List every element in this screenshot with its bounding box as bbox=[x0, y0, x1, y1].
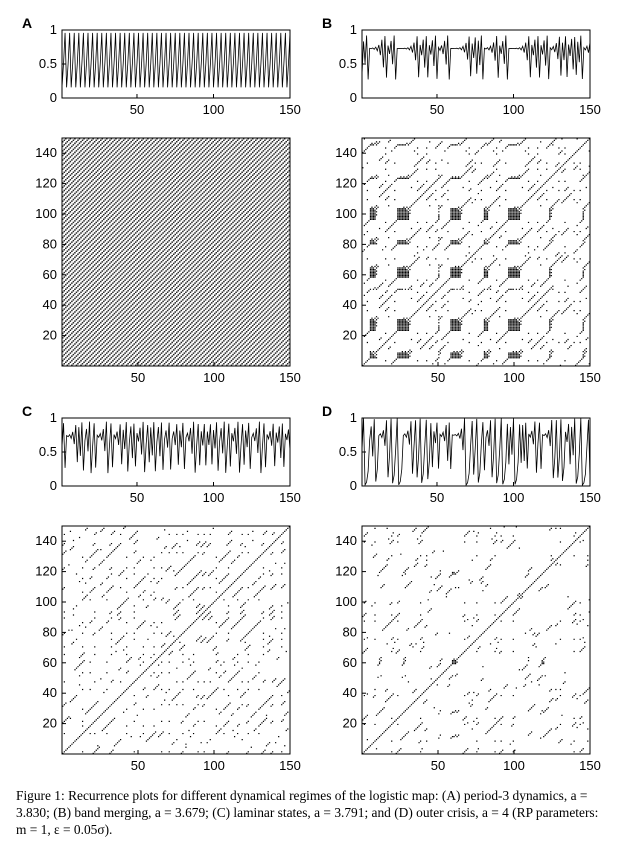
xtick-label: 150 bbox=[579, 102, 601, 117]
rp-recurrence-points bbox=[62, 526, 290, 754]
ytick-label: 40 bbox=[343, 297, 357, 312]
ytick-label: 60 bbox=[43, 655, 57, 670]
ytick-label: 100 bbox=[35, 594, 57, 609]
rp-frame bbox=[61, 525, 291, 755]
ytick-label: 120 bbox=[35, 176, 57, 191]
ytick-label: 20 bbox=[343, 328, 357, 343]
figure-caption: Figure 1: Recurrence plots for different… bbox=[16, 787, 608, 838]
xtick-label: 150 bbox=[279, 370, 301, 385]
xtick-label: 100 bbox=[203, 758, 225, 773]
xtick-label: 50 bbox=[131, 370, 145, 385]
recurrence-plot-d: 20 40 60 80 100 120 140 50 100 150 bbox=[335, 525, 601, 773]
caption-text: Recurrence plots for different dynamical… bbox=[16, 788, 599, 837]
ytick-label: 40 bbox=[43, 297, 57, 312]
xtick-label: 50 bbox=[130, 490, 144, 505]
ytick-label: 80 bbox=[43, 236, 57, 251]
ytick-label: 0 bbox=[50, 478, 57, 493]
ytick-label: 140 bbox=[335, 145, 357, 160]
ytick-label: 40 bbox=[343, 685, 357, 700]
ytick-label: 0.5 bbox=[39, 444, 57, 459]
timeseries-line bbox=[361, 35, 591, 80]
rp-frame bbox=[361, 525, 591, 755]
ytick-label: 1 bbox=[350, 22, 357, 37]
ytick-label: 140 bbox=[35, 533, 57, 548]
ytick-label: 20 bbox=[43, 716, 57, 731]
timeseries-line bbox=[61, 32, 291, 88]
xtick-label: 50 bbox=[430, 490, 444, 505]
xtick-label: 150 bbox=[279, 490, 301, 505]
xtick-label: 50 bbox=[431, 758, 445, 773]
xtick-label: 100 bbox=[203, 490, 225, 505]
xtick-label: 50 bbox=[431, 370, 445, 385]
xtick-label: 100 bbox=[503, 370, 525, 385]
xtick-label: 100 bbox=[203, 102, 225, 117]
ytick-label: 80 bbox=[343, 236, 357, 251]
panel-label-b: B bbox=[322, 15, 332, 31]
xtick-label: 100 bbox=[503, 102, 525, 117]
caption-label: Figure 1: bbox=[16, 788, 65, 803]
rp-recurrence-points bbox=[362, 526, 590, 754]
ytick-label: 100 bbox=[335, 206, 357, 221]
xtick-label: 100 bbox=[503, 490, 525, 505]
ytick-label: 120 bbox=[35, 564, 57, 579]
recurrence-plot-a: 20 40 60 80 100 120 140 50 100 150 bbox=[35, 137, 301, 385]
ytick-label: 0.5 bbox=[39, 56, 57, 71]
timeseries-line bbox=[61, 421, 291, 474]
ytick-label: 20 bbox=[43, 328, 57, 343]
ytick-label: 1 bbox=[50, 22, 57, 37]
xtick-label: 50 bbox=[130, 102, 144, 117]
recurrence-plot-c: 20 40 60 80 100 120 140 50 100 150 bbox=[35, 525, 301, 773]
xtick-label: 100 bbox=[203, 370, 225, 385]
panel-label-c: C bbox=[22, 403, 32, 419]
ytick-label: 80 bbox=[43, 624, 57, 639]
ytick-label: 1 bbox=[50, 410, 57, 425]
ytick-label: 0.5 bbox=[339, 444, 357, 459]
recurrence-plot-b: 20 40 60 80 100 120 140 50 100 150 bbox=[335, 137, 601, 385]
ytick-label: 120 bbox=[335, 564, 357, 579]
panel-label-a: A bbox=[22, 15, 32, 31]
ytick-label: 40 bbox=[43, 685, 57, 700]
timeseries-line bbox=[361, 418, 591, 487]
ytick-label: 1 bbox=[350, 410, 357, 425]
ytick-label: 0 bbox=[350, 90, 357, 105]
ytick-label: 60 bbox=[343, 267, 357, 282]
ytick-label: 60 bbox=[343, 655, 357, 670]
ytick-label: 20 bbox=[343, 716, 357, 731]
ytick-label: 120 bbox=[335, 176, 357, 191]
xtick-label: 150 bbox=[579, 758, 601, 773]
xtick-label: 150 bbox=[579, 490, 601, 505]
xtick-label: 50 bbox=[430, 102, 444, 117]
ytick-label: 0 bbox=[50, 90, 57, 105]
ytick-label: 140 bbox=[35, 145, 57, 160]
ytick-label: 60 bbox=[43, 267, 57, 282]
xtick-label: 150 bbox=[279, 102, 301, 117]
panel-label-d: D bbox=[322, 403, 332, 419]
rp-recurrence-points bbox=[362, 138, 590, 366]
ytick-label: 0.5 bbox=[339, 56, 357, 71]
ytick-label: 80 bbox=[343, 624, 357, 639]
ytick-label: 140 bbox=[335, 533, 357, 548]
ytick-label: 100 bbox=[35, 206, 57, 221]
xtick-label: 150 bbox=[579, 370, 601, 385]
rp-recurrence-points bbox=[62, 138, 290, 366]
xtick-label: 50 bbox=[131, 758, 145, 773]
xtick-label: 100 bbox=[503, 758, 525, 773]
ytick-label: 100 bbox=[335, 594, 357, 609]
ytick-label: 0 bbox=[350, 478, 357, 493]
xtick-label: 150 bbox=[279, 758, 301, 773]
rp-frame bbox=[361, 137, 591, 367]
